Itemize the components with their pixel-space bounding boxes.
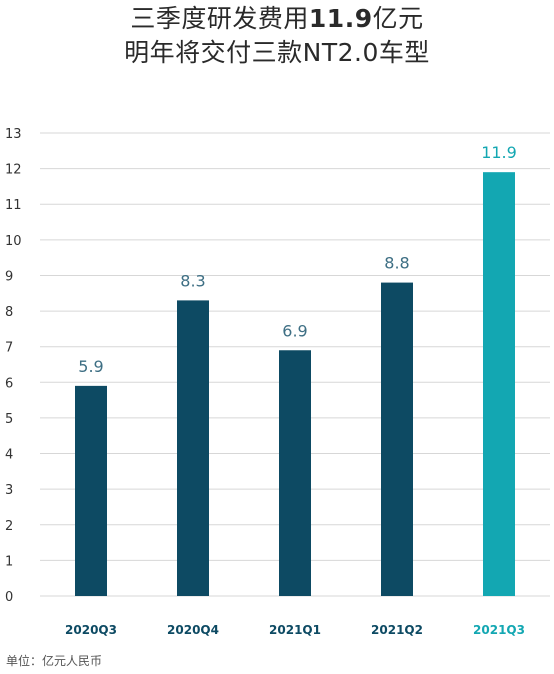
y-tick-label: 9 (5, 269, 13, 284)
bar-2021Q1 (279, 350, 311, 596)
value-label: 8.8 (384, 254, 409, 273)
y-tick-label: 10 (5, 234, 22, 249)
bar-2021Q3 (483, 172, 515, 596)
y-tick-label: 5 (5, 412, 13, 427)
x-tick-label: 2021Q2 (371, 623, 423, 637)
y-tick-label: 0 (5, 590, 13, 605)
bar-2021Q2 (381, 282, 413, 596)
y-tick-label: 4 (5, 448, 13, 463)
y-tick-label: 13 (5, 127, 22, 142)
y-tick-label: 6 (5, 376, 13, 391)
y-tick-label: 1 (5, 554, 13, 569)
bar-2020Q3 (75, 385, 107, 596)
chart-title-line-1: 三季度研发费用11.9亿元 (0, 2, 554, 36)
unit-footnote: 单位：亿元人民币 (6, 654, 103, 668)
title-rd-amount: 11.9 (308, 4, 373, 33)
x-tick-label: 2020Q3 (65, 623, 117, 637)
x-tick-label: 2021Q1 (269, 623, 321, 637)
value-label: 8.3 (180, 271, 205, 290)
x-tick-label: 2020Q4 (167, 623, 219, 637)
y-tick-label: 3 (5, 483, 13, 498)
title-prefix: 三季度研发费用 (130, 4, 309, 33)
bar-2020Q4 (177, 300, 209, 596)
y-tick-label: 8 (5, 305, 13, 320)
value-label: 6.9 (282, 321, 307, 340)
value-label: 5.9 (78, 357, 103, 376)
value-label: 11.9 (481, 143, 517, 162)
chart-title-line-2: 明年将交付三款NT2.0车型 (124, 38, 430, 67)
y-tick-label: 12 (5, 163, 22, 178)
y-tick-label: 2 (5, 519, 13, 534)
y-tick-label: 7 (5, 341, 13, 356)
x-tick-label: 2021Q3 (473, 623, 525, 637)
y-tick-label: 11 (5, 198, 22, 213)
title-suffix: 亿元 (372, 4, 424, 33)
